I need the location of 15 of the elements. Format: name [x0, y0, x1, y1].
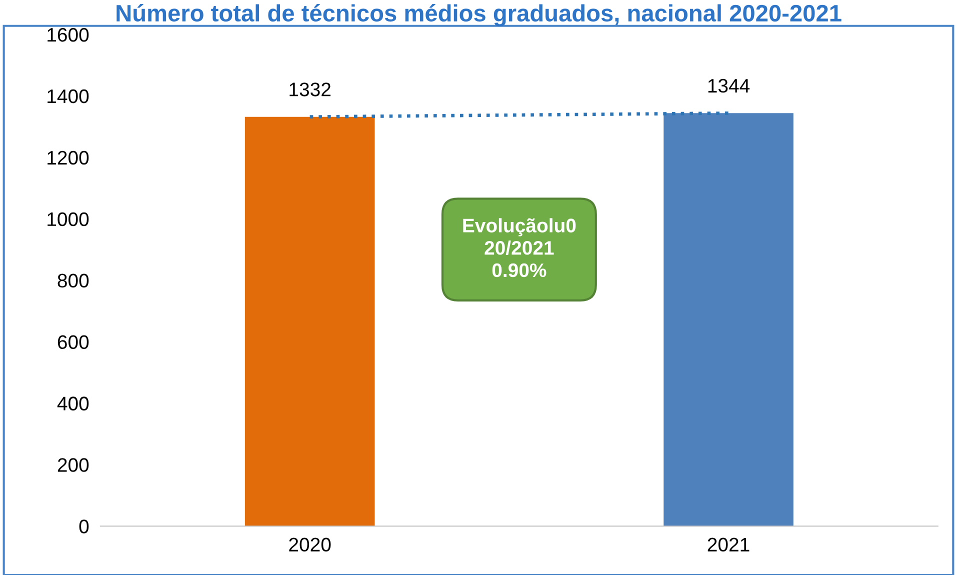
y-tick-label: 1000 — [48, 212, 89, 226]
y-tick-label: 200 — [58, 458, 89, 472]
chart-title: Número total de técnicos médios graduados, nacional 2020-2021 — [116, 4, 842, 26]
y-tick-label: 0 — [79, 520, 89, 534]
data-label: 1332 — [290, 82, 330, 96]
x-tick-label: 2021 — [708, 538, 750, 552]
data-label: 1344 — [708, 78, 750, 93]
annotation: Evoluçãolu0 20/2021 0.90% — [463, 218, 576, 278]
x-tick-label: 2020 — [289, 538, 331, 552]
y-tick-label: 400 — [57, 396, 89, 410]
y-tick-label: 1600 — [48, 28, 89, 42]
y-tick-label: 600 — [58, 335, 89, 350]
y-tick-label: 1200 — [48, 150, 89, 165]
y-tick-label: 1400 — [48, 89, 89, 104]
y-tick-label: 800 — [58, 274, 89, 288]
